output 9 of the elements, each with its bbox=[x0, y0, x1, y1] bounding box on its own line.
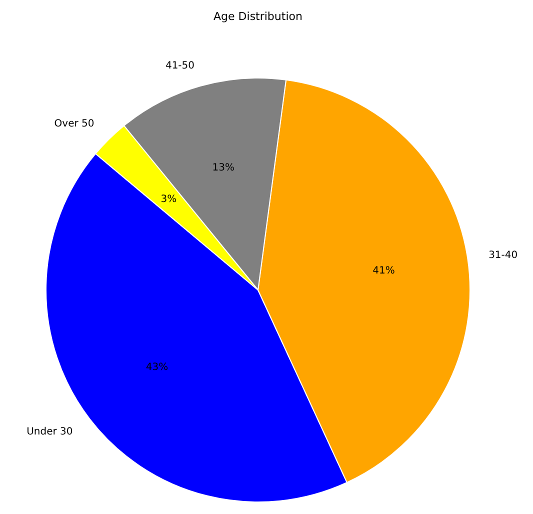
data-label: 43% bbox=[146, 362, 168, 373]
slice-label: Over 50 bbox=[54, 118, 94, 130]
data-label: 13% bbox=[212, 162, 234, 174]
data-label: 41% bbox=[372, 266, 395, 277]
slice-label: 41-50 bbox=[165, 60, 195, 72]
slice-label: 31-40 bbox=[488, 250, 518, 261]
data-label: 3% bbox=[160, 194, 177, 206]
chart-title: Age Distribution bbox=[214, 10, 302, 23]
slice-label: Under 30 bbox=[26, 426, 73, 438]
